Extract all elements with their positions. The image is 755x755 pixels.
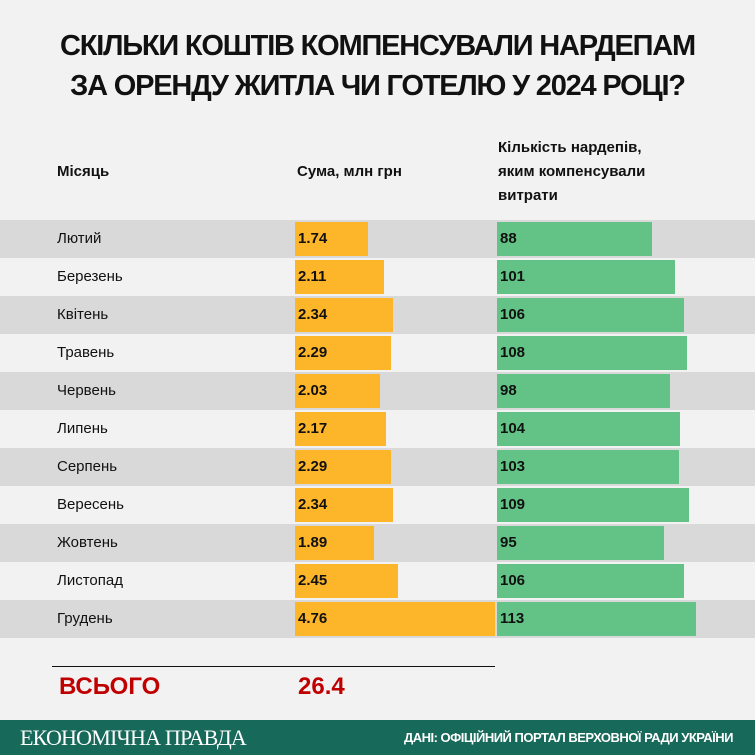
count-value: 109 (500, 496, 526, 513)
count-value: 106 (500, 306, 526, 323)
sum-value: 2.29 (298, 344, 328, 361)
table-row: Серпень 2.29 103 (0, 448, 755, 486)
total-divider (52, 666, 495, 667)
sum-value: 2.11 (298, 268, 327, 285)
table-row: Липень 2.17 104 (0, 410, 755, 448)
sum-value: 1.74 (298, 230, 328, 247)
table-row: Жовтень 1.89 95 (0, 524, 755, 562)
sum-bar (295, 222, 369, 256)
sum-bar (295, 602, 495, 636)
count-value: 108 (500, 344, 526, 361)
month-label: Березень (57, 268, 123, 285)
sum-bar (295, 412, 387, 446)
header-sum: Сума, млн грн (297, 163, 402, 180)
sum-bar (295, 260, 384, 294)
count-value: 95 (500, 534, 517, 551)
sum-value: 2.29 (298, 458, 328, 475)
header-month: Місяць (57, 163, 110, 180)
month-label: Червень (57, 382, 116, 399)
title-line-1: СКІЛЬКИ КОШТІВ КОМПЕНСУВАЛИ НАРДЕПАМ (59, 30, 696, 62)
header-count-line-1: Кількість нардепів, (498, 139, 642, 156)
table-row: Червень 2.03 98 (0, 372, 755, 410)
count-value: 113 (500, 610, 525, 627)
total-value: 26.4 (298, 673, 345, 700)
header-count: Кількість нардепів, яким компенсували ви… (498, 136, 645, 208)
sum-bar (295, 298, 394, 332)
count-value: 98 (500, 382, 517, 399)
header-count-line-3: витрати (498, 187, 558, 204)
sum-value: 2.34 (298, 496, 328, 513)
month-label: Травень (57, 344, 115, 361)
count-value: 88 (500, 230, 517, 247)
sum-bar (295, 564, 398, 598)
header-count-line-2: яким компенсували (498, 163, 646, 180)
sum-value: 2.03 (298, 382, 328, 399)
count-value: 103 (500, 458, 526, 475)
table-row: Вересень 2.34 109 (0, 486, 755, 524)
month-label: Грудень (57, 610, 113, 627)
title-line-2: ЗА ОРЕНДУ ЖИТЛА ЧИ ГОТЕЛЮ У 2024 РОЦІ? (70, 70, 686, 102)
month-label: Вересень (57, 496, 124, 513)
sum-bar (295, 526, 375, 560)
table-row: Лютий 1.74 88 (0, 220, 755, 258)
count-bar (497, 298, 684, 332)
count-bar (497, 450, 679, 484)
count-bar (497, 412, 681, 446)
count-bar (497, 526, 665, 560)
sum-value: 2.45 (298, 572, 328, 589)
logo: ЕКОНОМІЧНА ПРАВДА (20, 725, 247, 750)
count-bar (497, 222, 653, 256)
month-label: Серпень (57, 458, 118, 475)
month-label: Квітень (57, 306, 109, 323)
sum-bar (295, 336, 392, 370)
count-bar (497, 564, 684, 598)
sum-value: 4.76 (298, 610, 328, 627)
month-label: Жовтень (57, 534, 118, 551)
total-label: ВСЬОГО (59, 673, 161, 700)
table-row: Квітень 2.34 106 (0, 296, 755, 334)
count-bar (497, 488, 690, 522)
month-label: Листопад (57, 572, 123, 589)
count-value: 106 (500, 572, 526, 589)
sum-value: 1.89 (298, 534, 328, 551)
footer: ЕКОНОМІЧНА ПРАВДА ДАНІ: ОФІЦІЙНИЙ ПОРТАЛ… (0, 720, 755, 755)
source-note: ДАНІ: ОФІЦІЙНИЙ ПОРТАЛ ВЕРХОВНОЇ РАДИ УК… (403, 730, 734, 745)
sum-bar (295, 488, 394, 522)
count-bar (497, 374, 670, 408)
sum-bar (295, 450, 392, 484)
sum-value: 2.17 (298, 420, 328, 437)
table-row: Грудень 4.76 113 (0, 600, 755, 638)
month-label: Лютий (57, 230, 102, 247)
sum-bar (295, 374, 381, 408)
count-bar (497, 602, 697, 636)
count-bar (497, 336, 688, 370)
count-bar (497, 260, 676, 294)
sum-value: 2.34 (298, 306, 328, 323)
table-row: Листопад 2.45 106 (0, 562, 755, 600)
month-label: Липень (57, 420, 108, 437)
count-value: 101 (500, 268, 526, 285)
count-value: 104 (500, 420, 526, 437)
table-row: Травень 2.29 108 (0, 334, 755, 372)
table-row: Березень 2.11 101 (0, 258, 755, 296)
